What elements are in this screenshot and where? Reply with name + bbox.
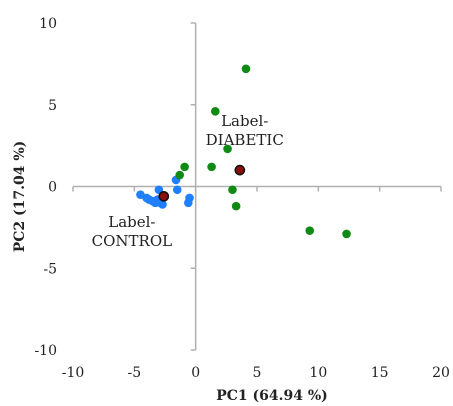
data-point-series-1: [241, 64, 251, 74]
data-point-series-0: [185, 193, 194, 203]
x-tick-label: 10: [309, 365, 327, 381]
x-tick-label: 20: [432, 365, 450, 381]
data-point-series-0: [158, 200, 167, 209]
data-point-series-1: [207, 162, 216, 172]
tick-labels: -10 -5 0 5 10 15 20 -10 -5 0 5 10: [34, 16, 449, 381]
data-points: [136, 64, 351, 239]
data-point-series-1: [342, 229, 351, 239]
y-tick-label: 5: [48, 98, 57, 114]
data-point-series-2: [158, 190, 170, 202]
y-axis-title: PC2 (17.04 %): [12, 141, 28, 253]
data-point-series-1: [175, 170, 185, 180]
data-point-series-1: [210, 106, 220, 116]
data-point-series-1: [180, 162, 189, 172]
data-point-series-1: [223, 144, 232, 154]
x-tick-label: -5: [128, 365, 142, 381]
annotation-line: DIABETIC: [206, 131, 284, 149]
data-point-series-1: [231, 201, 241, 211]
annotation-label: Label-DIABETIC: [206, 112, 284, 149]
annotation-line: CONTROL: [92, 232, 172, 250]
x-axis-title: PC1 (64.94 %): [216, 388, 328, 404]
data-point-series-0: [172, 185, 182, 195]
annotation-line: Label-: [108, 213, 155, 231]
data-point-series-1: [228, 185, 237, 195]
y-tick-label: 10: [39, 16, 57, 32]
y-tick-label: -10: [34, 343, 57, 359]
annotation-line: Label-: [221, 112, 268, 130]
x-tick-label: -10: [62, 365, 85, 381]
y-tick-label: -5: [43, 261, 57, 277]
data-point-series-1: [305, 226, 315, 235]
x-tick-label: 0: [191, 365, 200, 381]
y-tick-label: 0: [48, 180, 57, 196]
data-point-series-2: [234, 164, 246, 176]
annotation-label: Label-CONTROL: [92, 213, 172, 250]
x-tick-label: 15: [371, 365, 389, 381]
axes: [72, 22, 442, 351]
x-tick-label: 5: [253, 365, 262, 381]
